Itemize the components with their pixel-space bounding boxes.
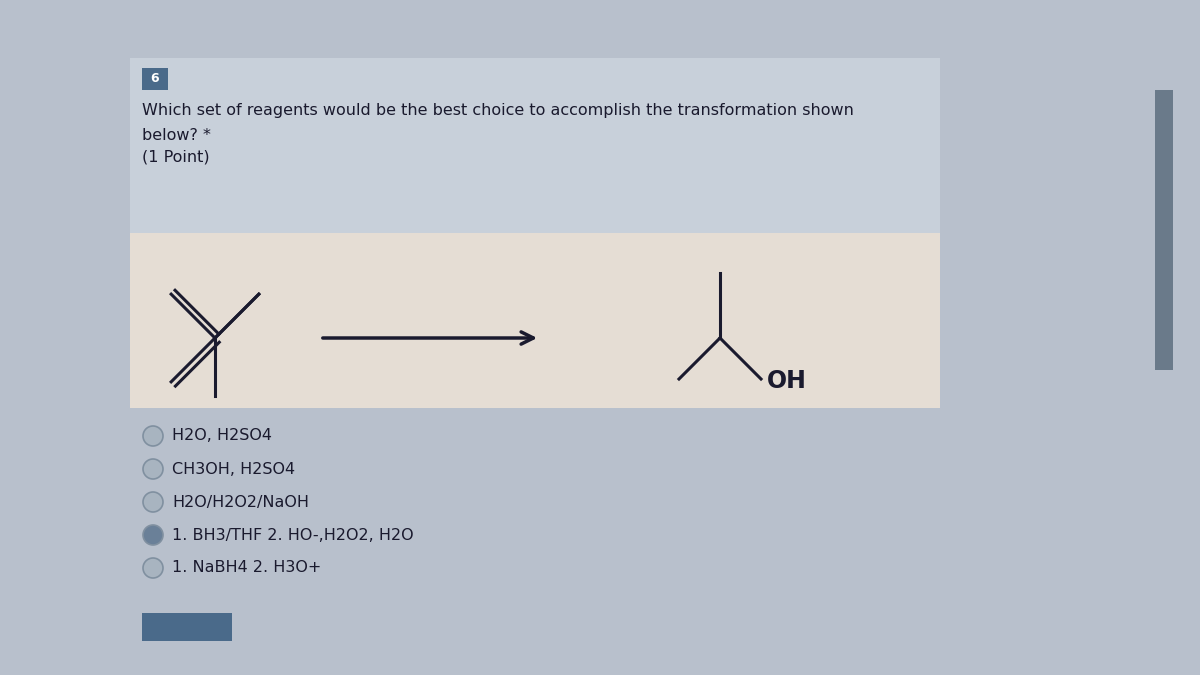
Text: Which set of reagents would be the best choice to accomplish the transformation : Which set of reagents would be the best … <box>142 103 854 118</box>
Text: 1. BH3/THF 2. HO-,H2O2, H2O: 1. BH3/THF 2. HO-,H2O2, H2O <box>172 527 414 543</box>
Text: H2O, H2SO4: H2O, H2SO4 <box>172 429 272 443</box>
Circle shape <box>143 525 163 545</box>
Bar <box>142 613 232 641</box>
Bar <box>130 58 940 233</box>
Text: H2O/H2O2/NaOH: H2O/H2O2/NaOH <box>172 495 310 510</box>
Bar <box>142 68 168 90</box>
Text: CH3OH, H2SO4: CH3OH, H2SO4 <box>172 462 295 477</box>
Text: (1 Point): (1 Point) <box>142 150 210 165</box>
Circle shape <box>143 426 163 446</box>
Text: below? *: below? * <box>142 128 211 143</box>
Bar <box>130 233 940 408</box>
Circle shape <box>143 492 163 512</box>
Circle shape <box>143 459 163 479</box>
Bar <box>1154 90 1174 370</box>
Text: OH: OH <box>767 369 806 393</box>
Text: 1. NaBH4 2. H3O+: 1. NaBH4 2. H3O+ <box>172 560 322 576</box>
Circle shape <box>143 558 163 578</box>
Text: 6: 6 <box>151 72 160 86</box>
